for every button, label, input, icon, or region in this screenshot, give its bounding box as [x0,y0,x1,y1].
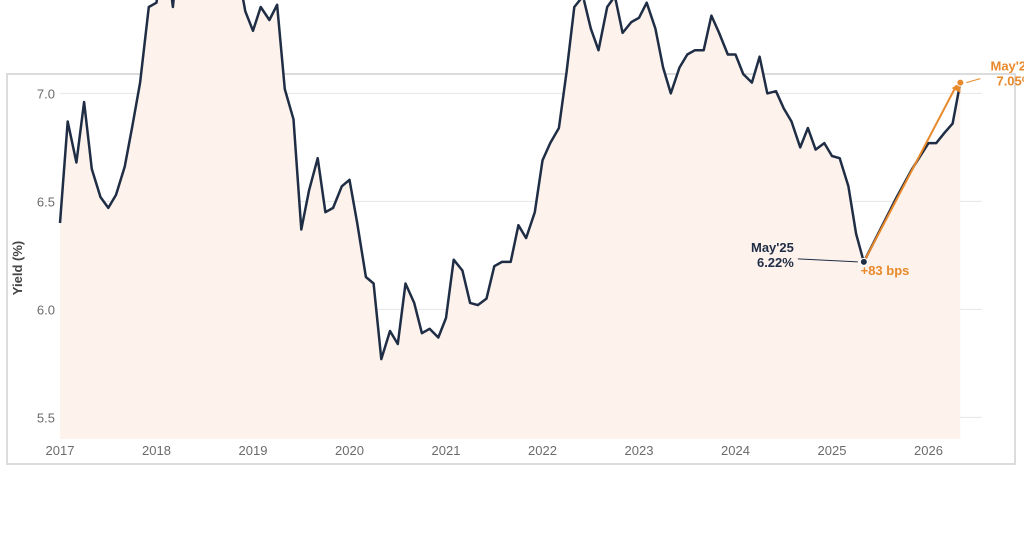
x-axis-ticks: 2017 2018 2019 2020 2021 2022 2023 2024 2025 2026 [46,443,943,458]
x-tick-label: 2026 [914,443,943,458]
annotation-may26: May'267.05% [956,59,1024,89]
trend-label: +83 bps [861,263,910,278]
x-tick-label: 2017 [46,443,75,458]
annotation-leader [966,78,981,84]
x-tick-label: 2024 [721,443,750,458]
annotation-marker [859,257,868,266]
y-tick-label: 7.0 [37,86,55,101]
annotation-value: 7.05% [996,74,1024,89]
annotation-leader [797,258,858,263]
y-tick-label: 6.0 [37,302,55,317]
y-tick-label: 6.5 [37,194,55,209]
x-tick-label: 2018 [142,443,171,458]
x-tick-label: 2021 [432,443,461,458]
y-axis-ticks: 5.56.06.57.07.58.08.5 [37,86,55,425]
annotation-value: 6.22% [757,255,794,270]
annotation-may25: May'256.22% [751,240,868,270]
x-tick-label: 2020 [335,443,364,458]
yield-area-fill [60,0,961,439]
annotation-label: May'26 [991,59,1024,74]
yield-line-historical [58,0,866,361]
annotations: Sep'188.02%Jun'227.45%May'256.22%May'267… [581,0,1024,270]
trend-line [862,85,958,263]
annotation-label: May'25 [751,240,794,255]
x-tick-label: 2022 [528,443,557,458]
y-axis-label: Yield (%) [10,241,25,295]
trend-arrow: +83 bps [861,82,961,278]
annotation-marker [956,78,965,87]
y-tick-label: 5.5 [37,410,55,425]
x-tick-label: 2023 [625,443,654,458]
x-tick-label: 2019 [239,443,268,458]
x-tick-label: 2025 [818,443,847,458]
